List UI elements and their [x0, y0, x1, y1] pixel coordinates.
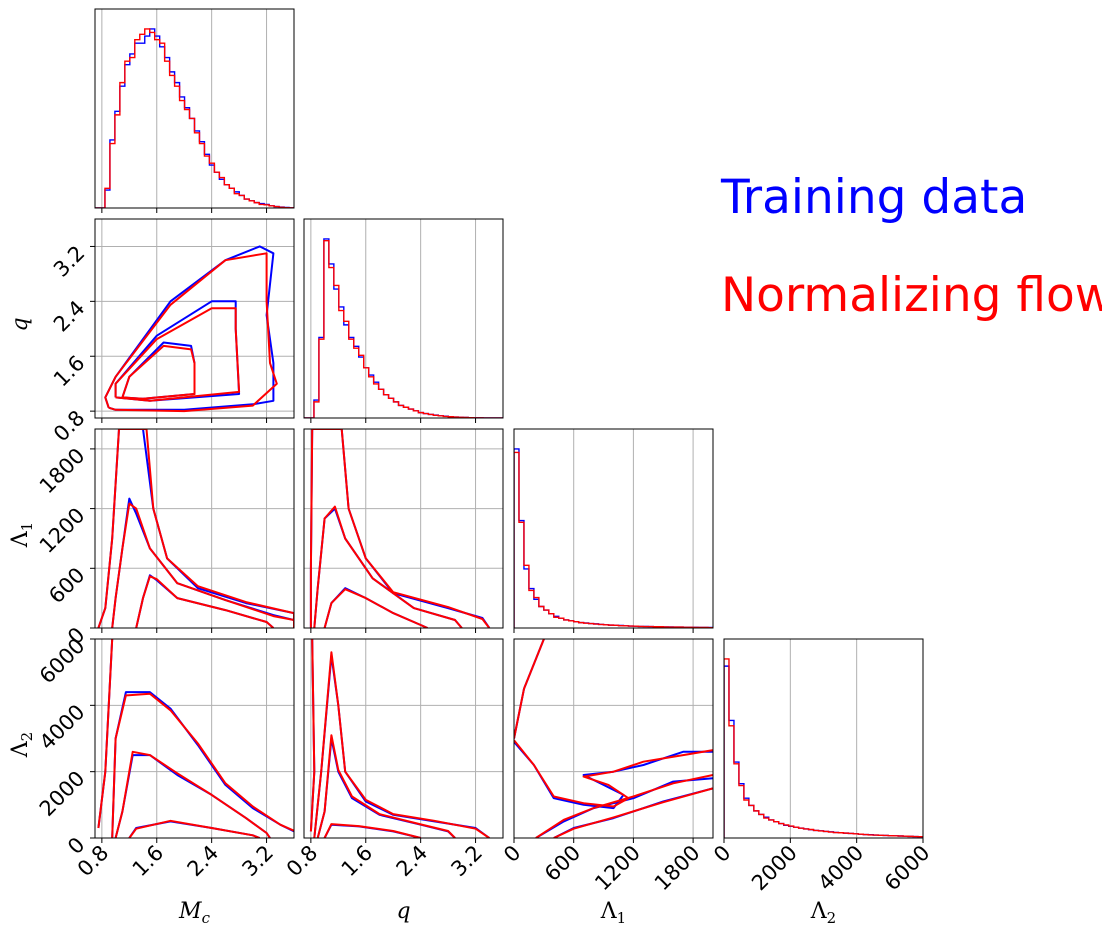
x-tick-label: 4000: [813, 841, 868, 896]
y-tick-label: 2000: [35, 766, 90, 821]
panel-border: [94, 218, 295, 419]
contour-training-Lambda1_vs_Lambda2-1: [514, 741, 713, 810]
contour-flow-Lambda1_vs_Mc-0: [97, 429, 294, 628]
panel-border: [303, 638, 504, 839]
panel-Mc-Lambda1: [90, 428, 295, 633]
histogram-training-Mc: [95, 28, 294, 208]
panel-q-Lambda2: [303, 638, 504, 843]
contour-flow-Lambda2_vs_Mc-1: [111, 692, 294, 838]
contour-training-Lambda2_vs_q-3: [323, 823, 421, 838]
contour-flow-Lambda1_vs_q-1: [313, 505, 463, 628]
panel-border: [94, 8, 295, 209]
legend-training-data: Training data: [720, 170, 1027, 225]
axis-label-Lambda2: Λ2: [810, 899, 836, 927]
contour-flow-Lambda1_vs_Mc-1: [111, 502, 294, 628]
contour-flow-Lambda2_vs_q-1: [313, 651, 490, 838]
panel-Lambda1-Lambda2: [513, 638, 714, 843]
contour-flow-Lambda1_vs_Lambda2-2: [535, 774, 713, 838]
contour-flow-q_vs_Mc-0: [104, 252, 278, 413]
axis-label-Lambda1: Λ1: [600, 899, 626, 927]
histogram-training-Lambda1: [514, 448, 713, 628]
histogram-flow-Mc: [95, 28, 294, 208]
panel-border: [94, 428, 295, 629]
histogram-flow-Lambda2: [724, 658, 923, 838]
y-tick-label: 1800: [35, 443, 90, 498]
panel-border: [303, 428, 504, 629]
x-tick-label: 3.2: [237, 841, 278, 882]
contour-flow-Lambda2_vs_q-2: [316, 734, 456, 838]
contour-training-Lambda1_vs_Mc-0: [97, 429, 294, 628]
axis-label-Lambda2: Λ2: [8, 732, 36, 758]
x-tick-label: 0: [709, 841, 735, 867]
contour-training-Lambda2_vs_q-1: [313, 654, 490, 838]
contour-flow-Lambda1_vs_Mc-2: [135, 575, 275, 628]
x-tick-label: 0.8: [282, 841, 323, 882]
contour-flow-Lambda1_vs_q-0: [309, 429, 491, 628]
x-tick-label: 0: [499, 841, 525, 867]
panel-border: [513, 428, 714, 629]
axis-label-q: q: [8, 317, 33, 331]
contour-training-Lambda1_vs_Lambda2-2: [535, 777, 713, 838]
contour-flow-Lambda2_vs_Mc-3: [128, 819, 261, 838]
contour-training-Lambda1_vs_Lambda2-0: [514, 639, 545, 739]
x-tick-label: 2000: [747, 841, 802, 896]
contour-flow-Lambda2_vs_q-0: [309, 639, 316, 832]
histogram-training-q: [304, 238, 503, 418]
histogram-flow-Lambda1: [514, 451, 713, 628]
y-tick-label: 1.6: [49, 351, 90, 392]
y-tick-label: 0.8: [49, 406, 90, 447]
panel-border: [303, 218, 504, 419]
x-tick-label: 1800: [650, 841, 705, 896]
legend-normalizing-flow: Normalizing flow: [721, 268, 1102, 323]
x-tick-label: 1.6: [128, 841, 169, 882]
contour-training-Lambda2_vs_q-2: [316, 737, 456, 838]
contour-flow-Lambda1_vs_Lambda2-0: [514, 639, 545, 739]
panel-q-q: [303, 218, 504, 423]
panel-Lambda2-Lambda2: [723, 638, 924, 843]
x-tick-label: 1200: [590, 841, 645, 896]
contour-flow-q_vs_Mc-2: [121, 344, 196, 400]
axis-label-Lambda1: Λ1: [8, 522, 36, 548]
contour-flow-Lambda2_vs_q-3: [323, 823, 421, 838]
panel-Mc-Lambda2: [90, 638, 295, 843]
x-tick-label: 6000: [880, 841, 935, 896]
y-tick-label: 4000: [35, 700, 90, 755]
contour-training-q_vs_Mc-0: [104, 245, 275, 411]
histogram-training-Lambda2: [724, 665, 923, 838]
contour-flow-Lambda1_vs_Lambda2-1: [514, 739, 713, 808]
contour-flow-Lambda1_vs_Lambda2-3: [553, 787, 713, 838]
contour-flow-q_vs_Mc-1: [114, 307, 241, 402]
contour-training-Lambda2_vs_Mc-3: [128, 820, 261, 838]
histogram-flow-q: [304, 239, 503, 418]
x-tick-label: 2.4: [392, 841, 433, 882]
x-tick-label: 1.6: [337, 841, 378, 882]
axis-label-q: q: [396, 899, 410, 924]
x-tick-label: 600: [540, 841, 585, 886]
contour-flow-Lambda1_vs_q-2: [323, 588, 428, 628]
corner-panels: 0.8 1.6 2.4 3.2 0.8 1.6 2.4 3.2 0 600 1200 1800 0 200…: [8, 8, 935, 927]
panel-border: [513, 638, 714, 839]
y-tick-label: 600: [44, 563, 89, 608]
panel-Mc-q: [90, 218, 295, 423]
panel-border: [723, 638, 924, 839]
y-tick-label: 1200: [35, 503, 90, 558]
x-tick-label: 3.2: [446, 841, 487, 882]
y-tick-label: 3.2: [49, 241, 90, 282]
panel-Mc-Mc: [94, 8, 295, 213]
panel-Lambda1-Lambda1: [513, 428, 714, 633]
panel-border: [94, 638, 295, 839]
contour-flow-Lambda2_vs_Mc-0: [97, 639, 114, 829]
y-tick-label: 2.4: [49, 296, 90, 337]
x-tick-label: 2.4: [183, 841, 224, 882]
contour-flow-Lambda2_vs_Mc-2: [114, 750, 271, 838]
axis-label-Mc: Mc: [178, 899, 211, 927]
panel-q-Lambda1: [303, 428, 504, 633]
